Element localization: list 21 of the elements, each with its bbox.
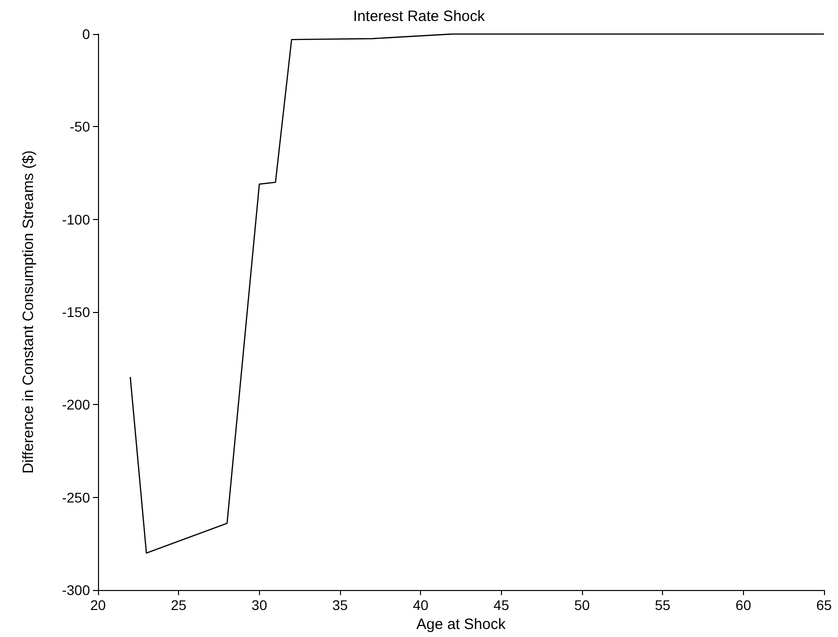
- x-tick-label: 45: [494, 597, 510, 614]
- y-tick-label: -200: [62, 396, 90, 413]
- x-tick-label: 50: [574, 597, 590, 614]
- y-tick-label: -300: [62, 582, 90, 598]
- x-tick-label: 60: [736, 597, 752, 614]
- x-tick-label: 30: [252, 597, 268, 614]
- y-axis-title: Difference in Constant Consumption Streams ($): [20, 150, 37, 474]
- y-tick-label: 0: [82, 26, 90, 42]
- y-tick-label: -250: [62, 489, 90, 506]
- x-tick-label: 35: [332, 597, 348, 614]
- y-tick-label: -150: [62, 304, 90, 320]
- x-tick-label: 55: [654, 597, 671, 614]
- line-series: [130, 33, 825, 554]
- y-tick-label: -100: [62, 211, 90, 228]
- x-tick-label: 20: [90, 597, 106, 614]
- x-tick-label: 40: [412, 597, 429, 614]
- chart-title: Interest Rate Shock: [353, 8, 486, 25]
- x-tick-label: 65: [816, 597, 832, 614]
- x-tick-label: 25: [170, 597, 187, 614]
- y-tick-label: -50: [70, 118, 90, 135]
- x-axis-title: Age at Shock: [416, 616, 506, 633]
